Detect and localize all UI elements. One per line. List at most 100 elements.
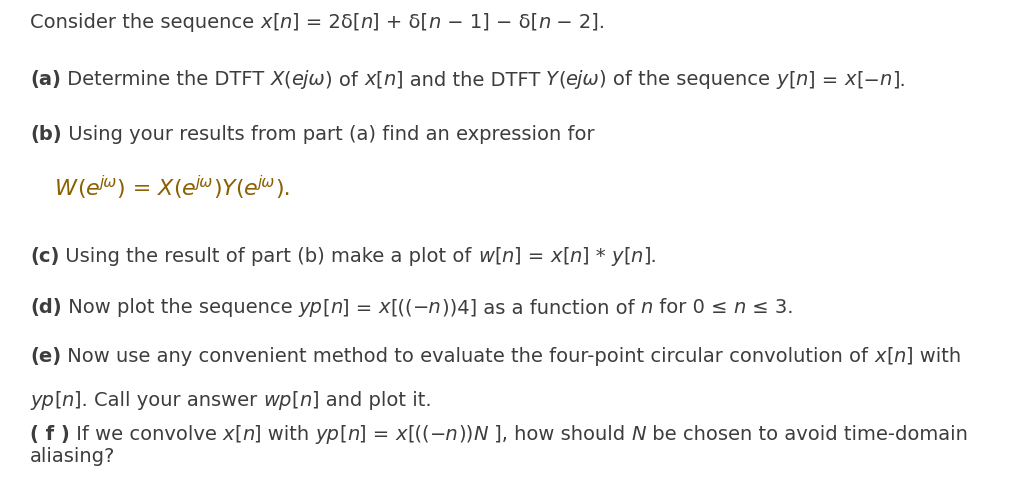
Text: e: e [182, 179, 196, 199]
Text: Determine the DTFT: Determine the DTFT [60, 70, 270, 89]
Text: [: [ [494, 247, 502, 266]
Text: ejω: ejω [565, 70, 599, 89]
Text: ] with: ] with [906, 347, 961, 366]
Text: n: n [569, 247, 582, 266]
Text: (a): (a) [30, 70, 60, 89]
Text: [−: [− [856, 70, 880, 89]
Text: x: x [223, 425, 234, 444]
Text: W: W [55, 179, 77, 199]
Text: Y: Y [546, 70, 558, 89]
Text: (e): (e) [30, 347, 61, 366]
Text: n: n [360, 13, 373, 32]
Text: ] =: ] = [359, 425, 396, 444]
Text: n: n [733, 298, 745, 317]
Text: ] and the DTFT: ] and the DTFT [395, 70, 546, 89]
Text: (: ( [284, 70, 291, 89]
Text: ( f ): ( f ) [30, 425, 70, 444]
Text: ] =: ] = [514, 247, 550, 266]
Text: [: [ [272, 13, 280, 32]
Text: ): ) [213, 179, 221, 199]
Text: n: n [347, 425, 359, 444]
Text: ], how should: ], how should [488, 425, 632, 444]
Text: ejω: ejω [291, 70, 325, 89]
Text: − 1] − δ[: − 1] − δ[ [441, 13, 538, 32]
Text: ] =: ] = [808, 70, 845, 89]
Text: e: e [244, 179, 258, 199]
Text: [((: [(( [408, 425, 430, 444]
Text: X: X [158, 179, 173, 199]
Text: (: ( [236, 179, 244, 199]
Text: Consider the sequence: Consider the sequence [30, 13, 260, 32]
Text: )): )) [459, 425, 474, 444]
Text: Using your results from part (a) find an expression for: Using your results from part (a) find an… [61, 125, 594, 144]
Text: n: n [893, 347, 906, 366]
Text: [: [ [340, 425, 347, 444]
Text: Using the result of part (b) make a plot of: Using the result of part (b) make a plot… [59, 247, 478, 266]
Text: for 0 ≤: for 0 ≤ [652, 298, 733, 317]
Text: n: n [330, 298, 342, 317]
Text: aliasing?: aliasing? [30, 447, 116, 466]
Text: n: n [299, 391, 311, 410]
Text: [: [ [562, 247, 569, 266]
Text: n: n [280, 13, 292, 32]
Text: [: [ [788, 70, 796, 89]
Text: (: ( [173, 179, 182, 199]
Text: (c): (c) [30, 247, 59, 266]
Text: [: [ [234, 425, 242, 444]
Text: n: n [242, 425, 254, 444]
Text: ] + δ[: ] + δ[ [373, 13, 428, 32]
Text: w: w [478, 247, 494, 266]
Text: x: x [260, 13, 272, 32]
Text: n: n [502, 247, 514, 266]
Text: ) of: ) of [325, 70, 365, 89]
Text: ] *: ] * [582, 247, 611, 266]
Text: ].: ]. [892, 70, 906, 89]
Text: Now use any convenient method to evaluate the four-point circular convolution of: Now use any convenient method to evaluat… [61, 347, 874, 366]
Text: ]. Call your answer: ]. Call your answer [74, 391, 263, 410]
Text: (: ( [558, 70, 565, 89]
Text: n: n [61, 391, 74, 410]
Text: yp: yp [299, 298, 323, 317]
Text: If we convolve: If we convolve [70, 425, 223, 444]
Text: [: [ [292, 391, 299, 410]
Text: n: n [538, 13, 550, 32]
Text: wp: wp [263, 391, 292, 410]
Text: ))4] as a function of: ))4] as a function of [441, 298, 640, 317]
Text: jω: jω [99, 175, 117, 190]
Text: (b): (b) [30, 125, 61, 144]
Text: n: n [796, 70, 808, 89]
Text: ] with: ] with [254, 425, 315, 444]
Text: n: n [383, 70, 395, 89]
Text: [: [ [323, 298, 330, 317]
Text: yp: yp [315, 425, 340, 444]
Text: x: x [379, 298, 390, 317]
Text: x: x [845, 70, 856, 89]
Text: N: N [474, 425, 488, 444]
Text: (: ( [77, 179, 86, 199]
Text: [: [ [624, 247, 631, 266]
Text: ) of the sequence: ) of the sequence [599, 70, 776, 89]
Text: X: X [270, 70, 284, 89]
Text: ).: ). [274, 179, 291, 199]
Text: (d): (d) [30, 298, 61, 317]
Text: N: N [632, 425, 646, 444]
Text: y: y [776, 70, 788, 89]
Text: n: n [428, 13, 441, 32]
Text: be chosen to avoid time-domain: be chosen to avoid time-domain [646, 425, 969, 444]
Text: jω: jω [196, 175, 213, 190]
Text: x: x [396, 425, 408, 444]
Text: n: n [880, 70, 892, 89]
Text: ] and plot it.: ] and plot it. [311, 391, 431, 410]
Text: e: e [86, 179, 99, 199]
Text: −n: −n [413, 298, 441, 317]
Text: [: [ [376, 70, 383, 89]
Text: jω: jω [258, 175, 274, 190]
Text: x: x [365, 70, 376, 89]
Text: −n: −n [430, 425, 459, 444]
Text: Y: Y [221, 179, 236, 199]
Text: Now plot the sequence: Now plot the sequence [61, 298, 299, 317]
Text: ] = 2δ[: ] = 2δ[ [292, 13, 360, 32]
Text: n: n [640, 298, 652, 317]
Text: − 2].: − 2]. [550, 13, 605, 32]
Text: ].: ]. [643, 247, 656, 266]
